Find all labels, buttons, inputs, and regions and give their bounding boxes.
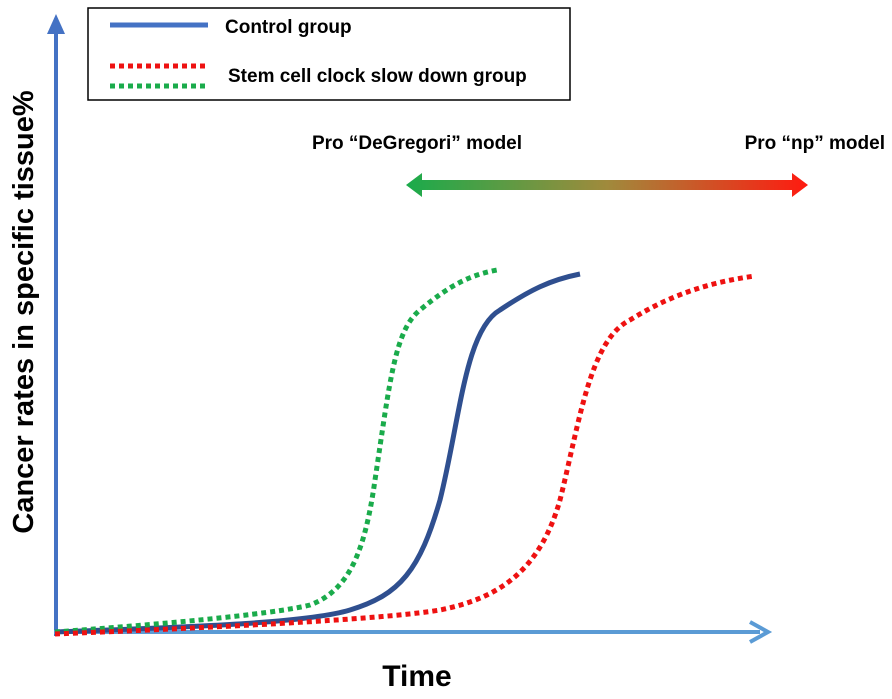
x-axis-arrow [749, 620, 773, 644]
green-curve [54, 267, 498, 635]
gradient-arrow [406, 173, 808, 197]
x-axis-label: Time [382, 660, 451, 693]
red-curve [54, 273, 756, 637]
legend-entry: Control group [225, 17, 352, 38]
legend-entry: Stem cell clock slow down group [228, 66, 527, 87]
annotation-left: Pro “DeGregori” model [312, 133, 522, 154]
control-curve [54, 271, 581, 635]
y-axis-label: Cancer rates in specific tissue% [8, 90, 40, 533]
y-axis-arrow [47, 14, 65, 34]
annotation-right: Pro “np” model [745, 133, 885, 154]
